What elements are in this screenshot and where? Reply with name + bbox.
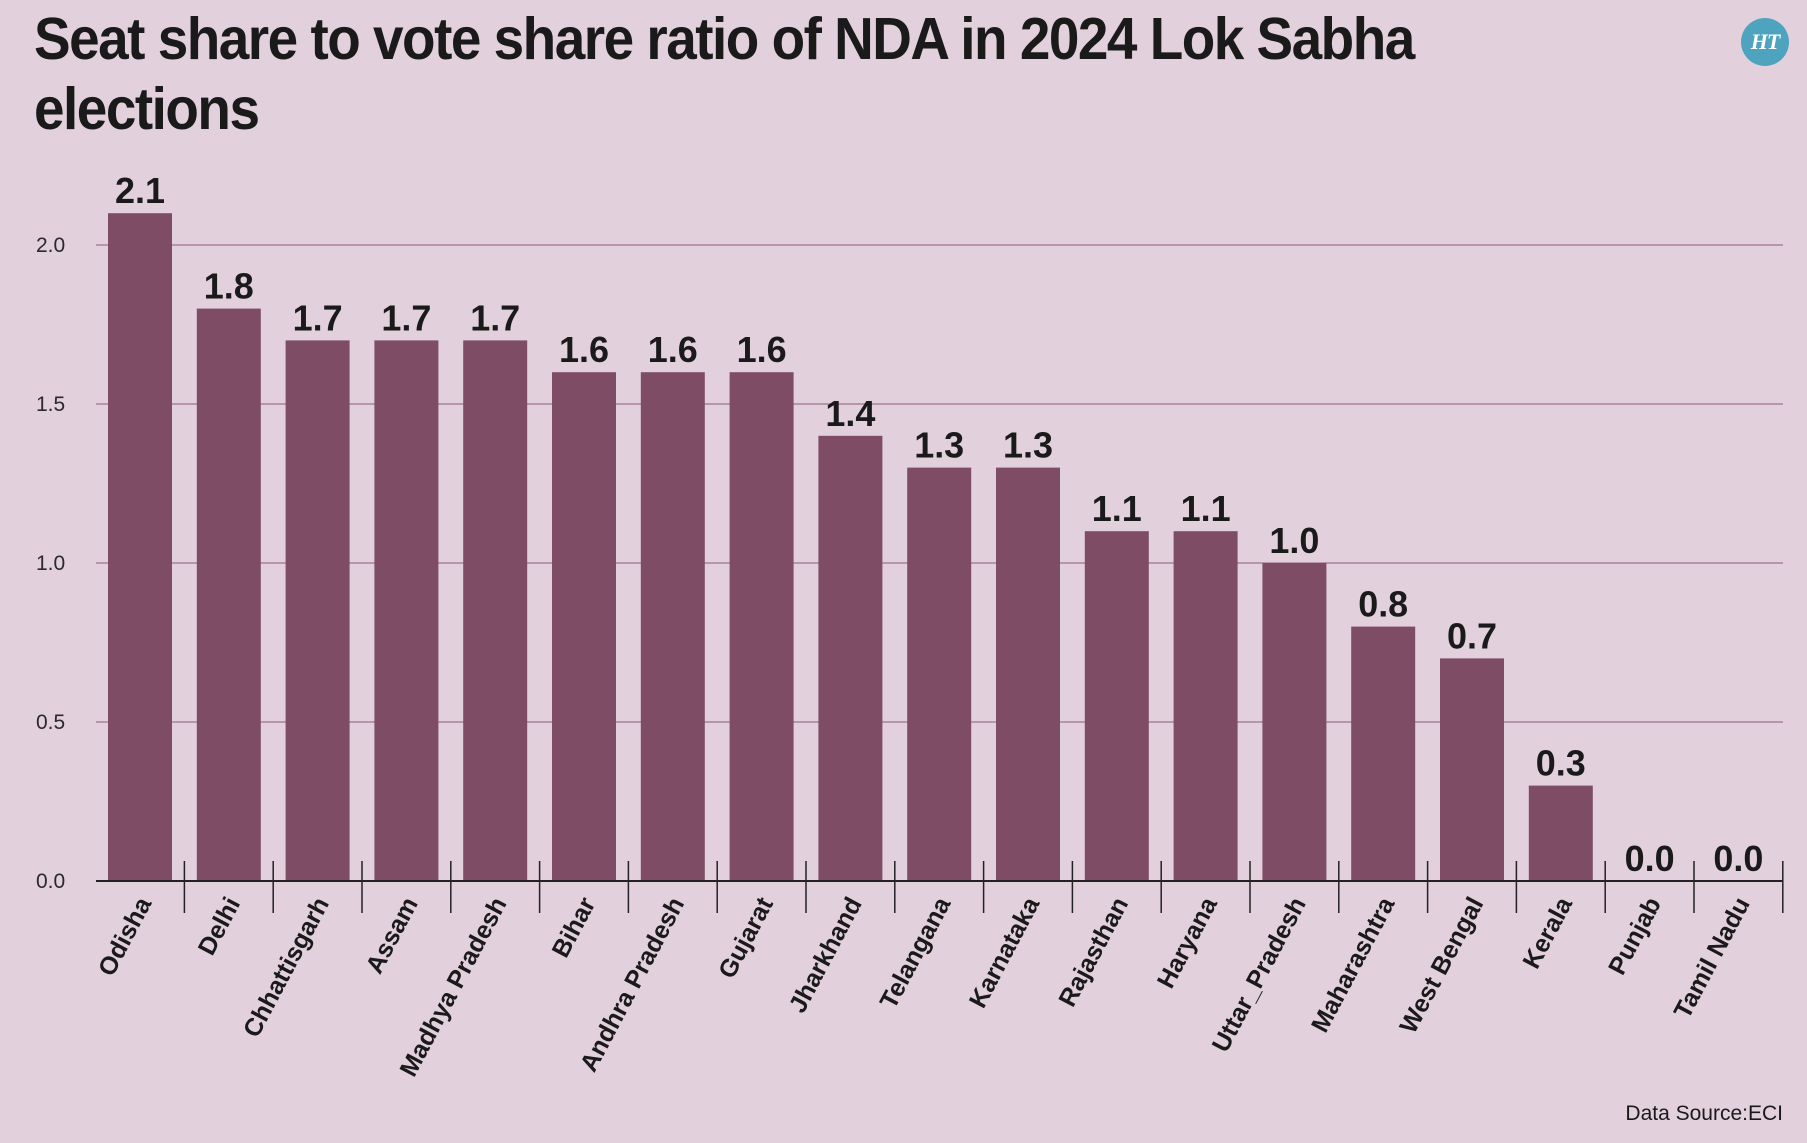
- value-labels: 2.1 1.8 1.7 1.7 1.7 1.6 1.6 1.6 1.4 1.3 1.3 1.1 1.1 1…: [115, 170, 1763, 879]
- category-label: Odisha: [93, 892, 158, 981]
- bar-value-label: 2.1: [115, 170, 165, 211]
- category-label: Uttar_Pradesh: [1207, 893, 1312, 1057]
- bar: [374, 340, 439, 881]
- ht-logo-icon: HT: [1741, 18, 1789, 66]
- bar-value-label: 1.6: [648, 329, 698, 370]
- bar: [1173, 531, 1238, 881]
- category-label: Karnataka: [964, 892, 1046, 1013]
- y-tick-label: 0.5: [36, 711, 65, 734]
- category-label: Gujarat: [713, 892, 779, 983]
- bar-value-label: 0.0: [1625, 838, 1675, 879]
- category-label: Maharashtra: [1306, 892, 1401, 1037]
- category-label: Jharkhand: [784, 893, 868, 1018]
- bar-value-label: 1.7: [293, 297, 343, 338]
- category-label: West Bengal: [1394, 893, 1489, 1038]
- bar: [196, 308, 261, 882]
- bars: [108, 213, 1593, 882]
- category-label: Tamil Nadu: [1669, 893, 1756, 1023]
- bar: [1084, 531, 1149, 881]
- bar: [640, 372, 705, 881]
- bar-value-label: 1.6: [737, 329, 787, 370]
- bar: [285, 340, 350, 881]
- x-axis: [96, 861, 1784, 913]
- bar: [552, 372, 616, 881]
- y-tick-label: 1.0: [36, 552, 65, 575]
- bar-value-label: 1.3: [1003, 425, 1053, 466]
- bar-value-label: 1.6: [559, 329, 609, 370]
- bar-value-label: 1.7: [381, 297, 431, 338]
- bar-value-label: 0.7: [1447, 615, 1497, 656]
- bar-value-label: 1.1: [1092, 488, 1142, 529]
- bar: [907, 467, 972, 881]
- bar: [1440, 658, 1504, 881]
- bar-value-label: 1.1: [1181, 488, 1231, 529]
- category-label: Haryana: [1152, 892, 1224, 993]
- bar-value-label: 1.3: [914, 425, 964, 466]
- category-label: Rajasthan: [1053, 893, 1134, 1012]
- category-label: Assam: [360, 893, 423, 979]
- category-label: Chhattisgarh: [238, 893, 335, 1042]
- bar: [996, 467, 1060, 881]
- bar-value-label: 1.0: [1269, 520, 1319, 561]
- category-label: Telangana: [875, 892, 957, 1014]
- bar-value-label: 0.8: [1358, 584, 1408, 625]
- bar: [108, 213, 172, 881]
- category-label: Punjab: [1603, 893, 1667, 980]
- bar-value-label: 1.7: [470, 297, 520, 338]
- category-label: Bihar: [547, 892, 602, 962]
- bar-value-label: 1.4: [825, 393, 875, 434]
- bar: [463, 340, 528, 881]
- bar-value-label: 0.0: [1713, 838, 1763, 879]
- category-label: Delhi: [193, 893, 246, 960]
- bar: [729, 372, 794, 881]
- bar: [1528, 785, 1593, 881]
- category-label: Kerala: [1517, 892, 1578, 974]
- bar-value-label: 1.8: [204, 266, 254, 307]
- data-source-note: Data Source:ECI: [1625, 1102, 1783, 1125]
- y-axis-tick-labels: 0.0 0.5 1.0 1.5 2.0: [36, 234, 65, 893]
- y-tick-label: 1.5: [36, 393, 65, 416]
- bar: [1262, 563, 1327, 881]
- chart-title: Seat share to vote share ratio of NDA in…: [34, 6, 1415, 142]
- bar: [1351, 626, 1416, 881]
- bar: [818, 435, 883, 881]
- y-tick-label: 2.0: [36, 234, 65, 257]
- y-tick-label: 0.0: [36, 870, 65, 893]
- bar-value-label: 0.3: [1536, 743, 1586, 784]
